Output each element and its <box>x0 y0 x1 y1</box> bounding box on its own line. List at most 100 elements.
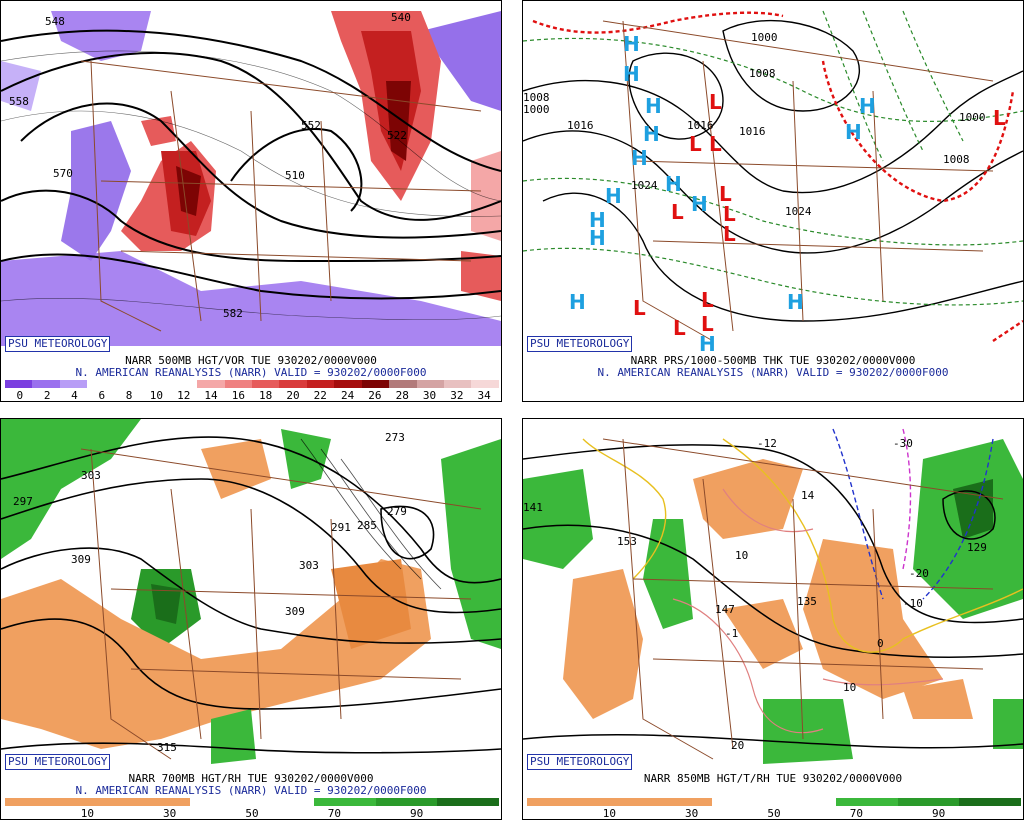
map-500mb: 548 558 570 510 522 552 582 540 <box>1 1 501 356</box>
colorbar-tick-label: 20 <box>286 389 300 402</box>
colorbar-tick-label: 10 <box>602 807 616 820</box>
svg-text:-1: -1 <box>725 627 738 640</box>
svg-text:10: 10 <box>843 681 856 694</box>
colorbar-tick-label: 6 <box>98 389 106 402</box>
colorbar-segment <box>527 798 589 806</box>
colorbar-segment <box>252 798 314 806</box>
svg-text:L: L <box>709 132 722 156</box>
colorbar-tick-label: 90 <box>410 807 424 820</box>
colorbar-segment <box>471 380 499 388</box>
high-pressure-markers: H H H H H H H H H H H H H H H <box>569 32 876 356</box>
svg-text:H: H <box>631 146 648 170</box>
svg-text:1008: 1008 <box>523 91 550 104</box>
svg-text:10: 10 <box>735 549 748 562</box>
map-700mb: 297 303 309 309 315 303 291 285 279 273 <box>1 419 501 774</box>
map-pressure-thickness: H H H H H H H H H H H H H H H L L L L L … <box>523 1 1023 356</box>
colorbar-segment <box>197 380 225 388</box>
svg-text:L: L <box>673 316 686 340</box>
colorbar-segment <box>114 380 143 388</box>
svg-text:H: H <box>665 172 682 196</box>
panel-valid-line: N. AMERICAN REANALYSIS (NARR) VALID = 93… <box>597 366 949 379</box>
colorbar-segment <box>66 798 129 806</box>
svg-text:1016: 1016 <box>567 119 594 132</box>
svg-text:129: 129 <box>967 541 987 554</box>
colorbar-segment <box>416 380 444 388</box>
vorticity-colorbar <box>5 380 499 388</box>
colorbar-tick-label: 30 <box>163 807 177 820</box>
colorbar-tick-label: 34 <box>477 389 491 402</box>
svg-text:0: 0 <box>877 637 884 650</box>
svg-text:297: 297 <box>13 495 33 508</box>
svg-text:548: 548 <box>45 15 65 28</box>
svg-text:H: H <box>605 184 622 208</box>
svg-text:H: H <box>569 290 586 314</box>
svg-text:285: 285 <box>357 519 377 532</box>
colorbar-tick-label: 22 <box>313 389 327 402</box>
low-pressure-markers: L L L L L L L L L L L L <box>633 90 1006 340</box>
colorbar-tick-label: 8 <box>125 389 133 402</box>
svg-text:-20: -20 <box>909 567 929 580</box>
colorbar-segment <box>897 798 960 806</box>
psu-meteorology-badge: PSU METEOROLOGY <box>527 336 633 352</box>
svg-text:558: 558 <box>9 95 29 108</box>
svg-text:L: L <box>723 222 736 246</box>
svg-text:309: 309 <box>71 553 91 566</box>
colorbar-segment <box>959 798 1021 806</box>
colorbar-segment <box>59 380 88 388</box>
svg-text:H: H <box>645 94 662 118</box>
psu-meteorology-badge: PSU METEOROLOGY <box>5 754 111 770</box>
panel-title: NARR PRS/1000-500MB THK TUE 930202/0000V… <box>630 354 916 367</box>
svg-text:H: H <box>643 122 660 146</box>
vorticity-colorbar-ticks: 0 2 4 6 8 10 12 14 16 18 20 22 24 26 28 30 32 34 <box>5 389 499 402</box>
svg-text:L: L <box>701 288 714 312</box>
svg-text:L: L <box>719 182 732 206</box>
svg-text:H: H <box>623 62 640 86</box>
map-850mb: 141 153 147 -1 -12 14 135 129 -30 -20 -1… <box>523 419 1023 774</box>
svg-text:1008: 1008 <box>749 67 776 80</box>
colorbar-tick-label: 50 <box>767 807 781 820</box>
colorbar-tick-label: 28 <box>395 389 409 402</box>
svg-text:1000: 1000 <box>523 103 550 116</box>
colorbar-segment <box>5 380 33 388</box>
colorbar-segment <box>774 798 836 806</box>
svg-text:552: 552 <box>301 119 321 132</box>
colorbar-tick-label: 0 <box>16 389 24 402</box>
svg-text:L: L <box>633 296 646 320</box>
colorbar-segment <box>279 380 307 388</box>
colorbar-tick-label: 70 <box>849 807 863 820</box>
svg-text:-12: -12 <box>757 437 777 450</box>
svg-text:L: L <box>993 106 1006 130</box>
colorbar-segment <box>190 798 252 806</box>
svg-text:H: H <box>589 226 606 250</box>
colorbar-segment <box>306 380 335 388</box>
svg-text:153: 153 <box>617 535 637 548</box>
svg-text:L: L <box>701 312 714 336</box>
psu-meteorology-badge: PSU METEOROLOGY <box>5 336 111 352</box>
colorbar-segment <box>650 798 713 806</box>
colorbar-tick-label: 10 <box>80 807 94 820</box>
colorbar-segment <box>334 380 362 388</box>
colorbar-tick-label: 4 <box>71 389 78 402</box>
rh-colorbar-ticks: 10 30 50 70 90 <box>527 807 1021 820</box>
colorbar-tick-label: 10 <box>149 389 164 402</box>
colorbar-segment <box>128 798 191 806</box>
svg-text:H: H <box>845 120 862 144</box>
panel-title: NARR 700MB HGT/RH TUE 930202/0000V000 <box>128 772 374 785</box>
svg-text:510: 510 <box>285 169 305 182</box>
svg-text:303: 303 <box>299 559 319 572</box>
svg-text:H: H <box>699 332 716 356</box>
colorbar-segment <box>375 798 438 806</box>
svg-text:309: 309 <box>285 605 305 618</box>
colorbar-segment <box>142 380 170 388</box>
colorbar-segment <box>588 798 651 806</box>
svg-text:570: 570 <box>53 167 73 180</box>
colorbar-tick-label: 18 <box>259 389 273 402</box>
svg-text:1000: 1000 <box>959 111 986 124</box>
svg-text:H: H <box>691 192 708 216</box>
svg-text:1000: 1000 <box>751 31 778 44</box>
svg-text:1016: 1016 <box>739 125 766 138</box>
colorbar-tick-label: 2 <box>43 389 51 402</box>
colorbar-segment <box>224 380 252 388</box>
panel-valid-line: N. AMERICAN REANALYSIS (NARR) VALID = 93… <box>75 366 427 379</box>
svg-text:L: L <box>709 90 722 114</box>
